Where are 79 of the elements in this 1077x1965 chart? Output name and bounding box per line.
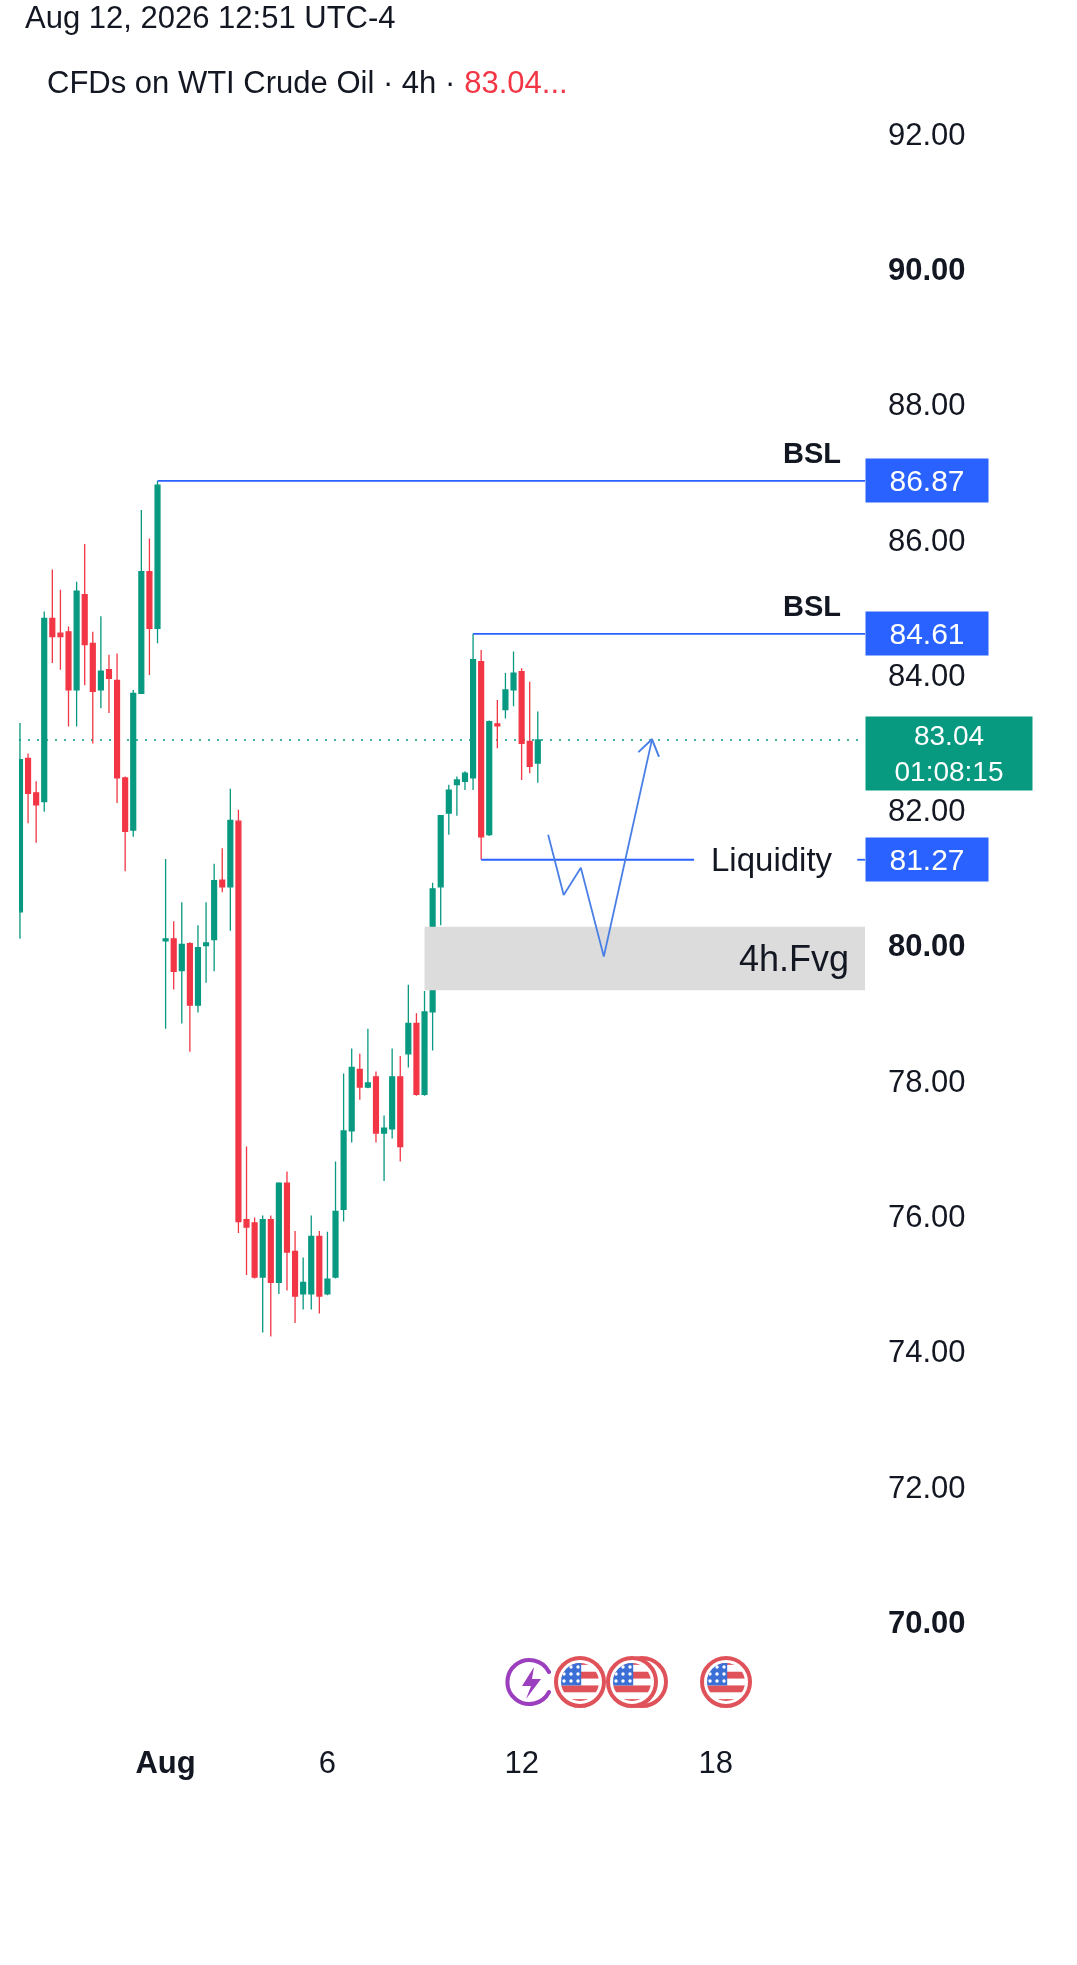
candlestick [24,752,32,824]
text: Aug 12, 2026 12:51 UTC-4 [25,0,396,36]
candlestick [364,1028,371,1088]
candlestick [251,1216,258,1280]
candlestick [397,1055,404,1163]
candlestick [49,568,56,664]
candlestick [380,1114,388,1182]
y-tick-label: 88.00 [888,387,966,423]
candlestick [389,1047,396,1140]
chart-title: CFDs on WTI Crude Oil · 4h · [47,65,456,100]
candlestick [146,537,153,676]
candlestick [89,631,96,745]
x-tick-label: Aug [135,1745,196,1780]
candlestick [413,1012,420,1097]
data-label: 86.87 [889,464,965,497]
candlestick [461,770,469,791]
candlestick [194,924,202,1014]
y-tick-label: 86.00 [888,522,966,558]
text: 4h.Fvg [739,938,850,979]
candlestick [113,652,121,804]
candlestick [283,1170,291,1292]
candlestick [316,1230,323,1315]
y-tick-label: 84.00 [888,657,966,693]
candlestick [138,509,145,694]
candlestick [154,480,161,644]
candlestick [332,1160,339,1280]
candlestick [97,615,104,709]
candlestick [486,719,493,837]
candlestick [453,775,460,817]
candlestick [178,901,185,1025]
candlestick [105,654,113,714]
y-tick-label: 72.00 [888,1469,966,1505]
y-tick-label: 80.00 [888,928,966,964]
candlestick [267,1214,274,1338]
series-label: BSL [783,437,841,469]
candlestick [405,984,412,1069]
candlestick [170,920,177,991]
candlestick [186,941,193,1053]
candlestick [494,699,501,749]
series-label: BSL [783,590,841,622]
x-tick-label: 6 [318,1745,337,1780]
candlestick [348,1047,355,1144]
ref-line-label: 83.04 01:08:15 [894,720,1004,788]
candlestick [340,1072,347,1223]
candlestick [478,649,485,861]
candlestick [437,814,444,926]
candlestick [445,784,452,836]
candlestick [227,788,234,932]
candlestick [372,1070,380,1144]
candlestick [33,780,40,844]
candlestick [81,543,88,686]
candlestick [202,901,210,984]
candlestick [275,1181,282,1295]
legend-label: Liquidity [711,841,833,878]
y-tick-label: 82.00 [888,793,966,829]
y-tick-label: 92.00 [888,116,966,152]
candlestick [219,847,226,893]
candlestick [518,667,525,781]
x-tick-label: 12 [504,1745,539,1780]
candlestick [162,858,169,1030]
candlestick [356,1053,363,1101]
y-tick-label: 78.00 [888,1063,966,1099]
data-label: 84.61 [889,617,965,650]
candlestick [300,1256,307,1311]
candlestick [308,1214,315,1311]
candlestick [211,863,218,972]
chart-subtitle: 83.04... [464,65,568,100]
candlestick [324,1231,331,1296]
candlestick [526,681,533,774]
candlestick [421,990,428,1097]
candlestick [259,1214,266,1334]
y-tick-label: 74.00 [888,1334,966,1370]
y-tick-label: 70.00 [888,1604,966,1640]
y-tick-label: 76.00 [888,1199,966,1235]
y-tick-label: 90.00 [888,252,966,288]
candlestick [291,1230,299,1324]
candlestick [122,775,129,872]
candlestick [73,581,80,728]
x-tick-label: 18 [698,1745,734,1780]
